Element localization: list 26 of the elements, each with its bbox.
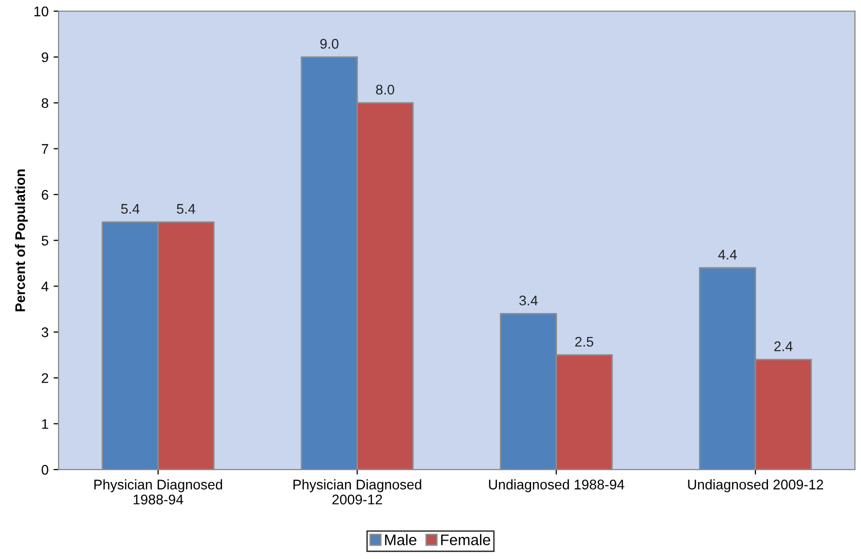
- y-axis-title: Percent of Population: [14, 169, 28, 312]
- x-tick-label: Undiagnosed 1988-94: [489, 479, 624, 492]
- y-tick-label: 10: [34, 6, 48, 16]
- x-tick-label: Physician Diagnosed 2009-12: [293, 479, 422, 504]
- y-tick-label: 1: [42, 419, 48, 429]
- data-label: 9.0: [320, 38, 338, 49]
- y-tick-label: 3: [42, 327, 48, 338]
- data-label: 3.4: [519, 296, 538, 306]
- x-tick-label: Undiagnosed 2009-12: [688, 479, 824, 492]
- y-tick-label: 0: [42, 464, 48, 475]
- data-label: 4.4: [718, 250, 737, 260]
- y-tick-label: 9: [42, 52, 48, 62]
- y-tick-label: 5: [42, 236, 48, 246]
- y-tick-label: 4: [41, 282, 48, 292]
- data-label: 5.4: [176, 204, 196, 214]
- y-tick-label: 7: [42, 144, 48, 154]
- x-tick-label: Physician Diagnosed 1988-94: [94, 479, 222, 504]
- legend-label: Male: [385, 534, 416, 546]
- data-label: 8.0: [376, 84, 394, 95]
- y-tick-label: 2: [42, 373, 48, 383]
- y-tick-label: 6: [42, 190, 48, 200]
- legend-label: Female: [441, 534, 490, 546]
- data-label: 2.4: [774, 341, 793, 352]
- y-tick-label: 8: [42, 98, 48, 108]
- data-label: 5.4: [121, 204, 140, 214]
- data-label: 2.5: [575, 336, 594, 347]
